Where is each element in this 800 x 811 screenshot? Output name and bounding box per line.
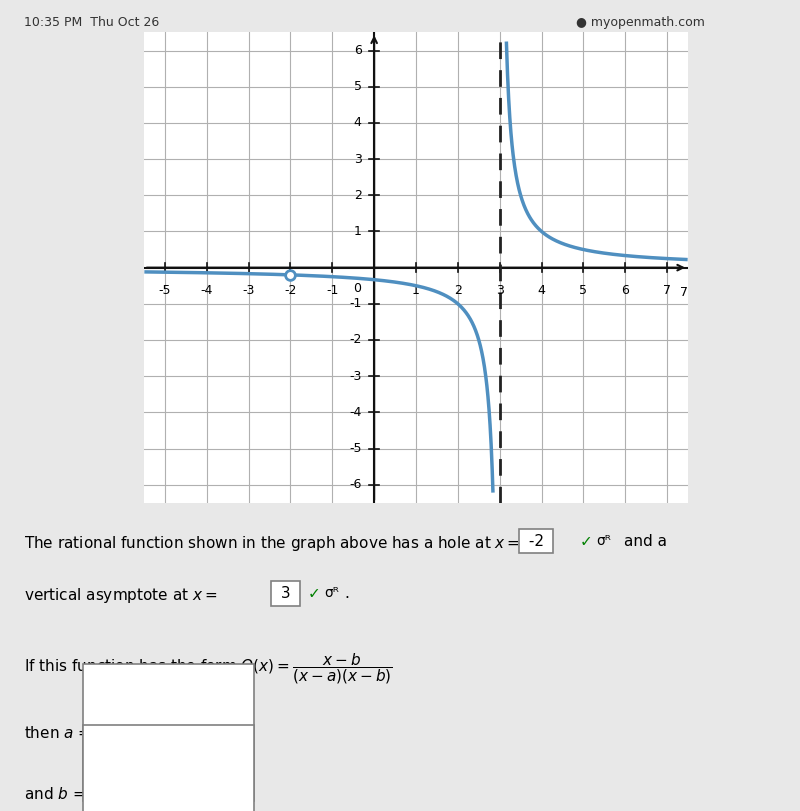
Text: If this function has the form $Q(x) = \dfrac{x - b}{(x - a)(x - b)}$: If this function has the form $Q(x) = \d… <box>24 650 393 685</box>
Text: and a: and a <box>624 534 667 548</box>
Text: -4: -4 <box>350 406 362 418</box>
Text: -4: -4 <box>201 284 213 297</box>
Text: 3: 3 <box>496 284 504 297</box>
Text: 6: 6 <box>622 284 629 297</box>
Text: -2: -2 <box>524 534 549 548</box>
Text: then $a$ =: then $a$ = <box>24 725 91 740</box>
Text: σᴿ: σᴿ <box>596 534 611 547</box>
Text: ● myopenmath.com: ● myopenmath.com <box>576 15 705 29</box>
Text: vertical asymptote at $x=$: vertical asymptote at $x=$ <box>24 586 218 605</box>
Text: 1: 1 <box>412 284 420 297</box>
Text: 7: 7 <box>663 284 671 297</box>
Text: 2: 2 <box>354 189 362 202</box>
Text: 3: 3 <box>354 152 362 165</box>
Text: 7: 7 <box>680 285 688 298</box>
Text: ✓: ✓ <box>580 534 593 548</box>
Text: -2: -2 <box>350 333 362 346</box>
Text: 4: 4 <box>354 117 362 130</box>
Text: 0: 0 <box>354 282 362 295</box>
Text: and $b$ =: and $b$ = <box>24 787 85 802</box>
Text: -1: -1 <box>350 298 362 311</box>
Text: -6: -6 <box>350 478 362 491</box>
Text: σᴿ: σᴿ <box>324 586 339 600</box>
Text: -3: -3 <box>350 370 362 383</box>
Text: -2: -2 <box>284 284 297 297</box>
Text: -5: -5 <box>158 284 171 297</box>
Text: 3: 3 <box>276 586 295 601</box>
Text: The rational function shown in the graph above has a hole at $x=$: The rational function shown in the graph… <box>24 534 520 552</box>
Text: -1: -1 <box>326 284 338 297</box>
Text: -3: -3 <box>242 284 255 297</box>
Text: -5: -5 <box>349 442 362 455</box>
Text: 5: 5 <box>579 284 587 297</box>
Text: .: . <box>344 586 349 601</box>
Text: 10:35 PM  Thu Oct 26: 10:35 PM Thu Oct 26 <box>24 15 159 29</box>
Text: 2: 2 <box>454 284 462 297</box>
Text: ✓: ✓ <box>308 586 321 601</box>
Text: 5: 5 <box>354 80 362 93</box>
Text: 1: 1 <box>354 225 362 238</box>
Text: 4: 4 <box>538 284 546 297</box>
Text: 6: 6 <box>354 44 362 57</box>
